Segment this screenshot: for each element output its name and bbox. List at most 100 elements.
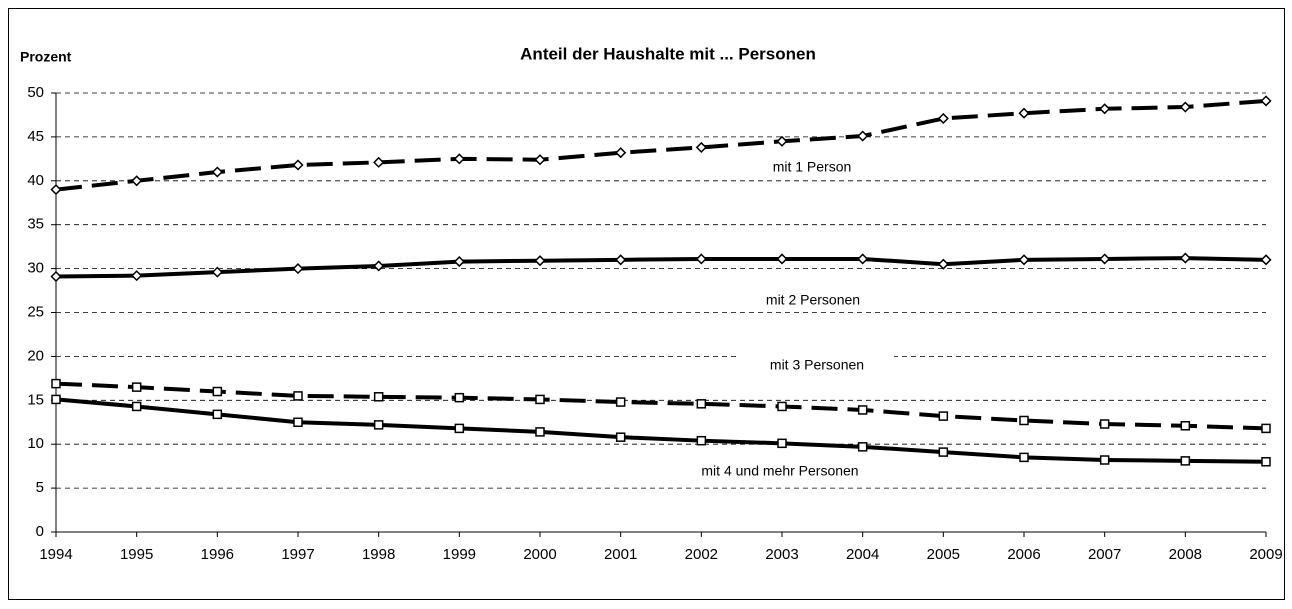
marker bbox=[292, 159, 304, 171]
y-tick-label: 0 bbox=[36, 523, 44, 540]
series-line bbox=[55, 381, 1267, 431]
series-label: mit 1 Person bbox=[773, 159, 852, 175]
y-tick-label: 45 bbox=[27, 128, 44, 145]
marker bbox=[1260, 254, 1272, 266]
marker bbox=[131, 401, 142, 412]
series-label-bg bbox=[671, 460, 889, 481]
series-line bbox=[55, 397, 1267, 464]
marker bbox=[453, 153, 465, 165]
marker bbox=[776, 253, 788, 265]
marker bbox=[695, 141, 707, 153]
marker bbox=[857, 405, 868, 415]
x-tick-label: 1995 bbox=[120, 546, 153, 563]
marker bbox=[777, 438, 787, 449]
chart-border bbox=[8, 8, 1285, 600]
x-tick-label: 1996 bbox=[201, 546, 234, 563]
marker bbox=[1099, 419, 1110, 429]
y-tick-label: 20 bbox=[27, 347, 44, 364]
marker bbox=[51, 394, 61, 405]
series-label-bg bbox=[742, 156, 882, 177]
marker bbox=[131, 382, 142, 392]
marker bbox=[695, 253, 707, 265]
marker bbox=[1019, 452, 1029, 463]
chart-title: Anteil der Haushalte mit ... Personen bbox=[520, 44, 816, 63]
marker bbox=[454, 392, 465, 403]
marker bbox=[615, 254, 627, 266]
marker bbox=[51, 378, 61, 389]
y-tick-label: 35 bbox=[27, 216, 44, 233]
y-tick-label: 10 bbox=[27, 435, 44, 452]
marker bbox=[534, 154, 546, 166]
marker bbox=[212, 386, 223, 397]
x-tick-label: 2000 bbox=[523, 546, 556, 563]
marker bbox=[293, 417, 303, 427]
marker bbox=[293, 391, 303, 401]
marker bbox=[131, 270, 143, 282]
y-axis-label: Prozent bbox=[20, 49, 72, 65]
series-line bbox=[55, 256, 1267, 279]
marker bbox=[1099, 253, 1111, 265]
marker bbox=[211, 166, 223, 178]
marker bbox=[937, 258, 949, 270]
marker bbox=[615, 397, 626, 407]
x-tick-label: 1997 bbox=[281, 546, 314, 563]
marker bbox=[1099, 103, 1111, 115]
x-tick-label: 2008 bbox=[1169, 546, 1202, 563]
marker bbox=[615, 147, 627, 159]
y-tick-label: 25 bbox=[27, 303, 44, 320]
y-tick-label: 30 bbox=[27, 260, 44, 277]
x-tick-label: 2001 bbox=[604, 546, 637, 563]
marker bbox=[1260, 95, 1272, 107]
marker bbox=[373, 260, 385, 272]
x-tick-label: 1994 bbox=[39, 546, 72, 563]
marker bbox=[535, 427, 545, 437]
marker bbox=[373, 156, 385, 168]
marker bbox=[857, 253, 869, 265]
series-label: mit 2 Personen bbox=[766, 292, 860, 308]
marker bbox=[777, 401, 787, 412]
marker bbox=[373, 392, 384, 402]
y-tick-label: 40 bbox=[27, 172, 44, 189]
x-tick-label: 2005 bbox=[927, 546, 960, 563]
marker bbox=[535, 394, 545, 405]
x-tick-label: 2009 bbox=[1249, 546, 1282, 563]
series-label: mit 4 und mehr Personen bbox=[701, 463, 858, 479]
x-tick-label: 2006 bbox=[1007, 546, 1040, 563]
marker bbox=[857, 442, 868, 452]
marker bbox=[1180, 421, 1191, 431]
x-tick-label: 2007 bbox=[1088, 546, 1121, 563]
marker bbox=[1261, 423, 1271, 434]
y-tick-label: 50 bbox=[27, 84, 44, 101]
y-tick-label: 15 bbox=[27, 391, 44, 408]
marker bbox=[615, 432, 626, 442]
series-line bbox=[55, 98, 1267, 192]
marker bbox=[1099, 455, 1110, 465]
marker bbox=[1019, 415, 1029, 426]
y-tick-label: 5 bbox=[36, 479, 44, 496]
marker bbox=[211, 266, 223, 278]
x-tick-label: 1999 bbox=[443, 546, 476, 563]
marker bbox=[50, 184, 62, 196]
marker bbox=[857, 130, 869, 142]
x-tick-label: 1998 bbox=[362, 546, 395, 563]
x-tick-label: 2003 bbox=[765, 546, 798, 563]
marker bbox=[453, 256, 465, 268]
marker bbox=[373, 420, 384, 430]
x-tick-label: 2004 bbox=[846, 546, 879, 563]
marker bbox=[776, 135, 788, 147]
marker bbox=[1180, 456, 1191, 466]
marker bbox=[1018, 107, 1030, 119]
series-label-bg bbox=[739, 354, 895, 375]
marker bbox=[696, 435, 707, 446]
marker bbox=[534, 255, 546, 267]
series-label: mit 3 Personen bbox=[770, 357, 864, 373]
marker bbox=[1179, 101, 1191, 113]
marker bbox=[938, 447, 949, 457]
marker bbox=[50, 270, 62, 283]
marker bbox=[131, 175, 143, 187]
marker bbox=[454, 423, 465, 434]
marker bbox=[1261, 457, 1271, 467]
x-tick-label: 2002 bbox=[685, 546, 718, 563]
marker bbox=[938, 411, 949, 421]
